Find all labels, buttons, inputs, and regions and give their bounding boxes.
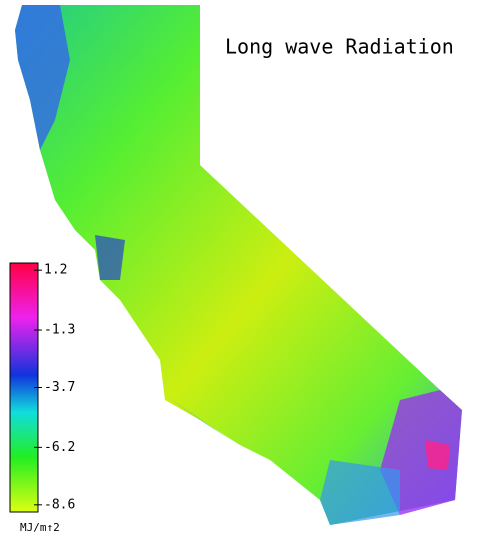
- colorbar-tick-label: -3.7: [44, 380, 75, 395]
- colorbar-ticks: 1.2 -1.3 -3.7 -6.2 -8.6: [34, 263, 75, 512]
- california-map: [15, 5, 462, 525]
- colorbar: [9, 262, 39, 513]
- colorbar-tick-label: 1.2: [44, 263, 67, 278]
- colorbar-tick-label: -8.6: [44, 497, 75, 512]
- colorbar-unit: MJ/m↑2: [20, 521, 60, 534]
- colorbar-tick-label: -6.2: [44, 440, 75, 455]
- map-title: Long wave Radiation: [225, 35, 454, 59]
- colorbar-tick-label: -1.3: [44, 323, 75, 338]
